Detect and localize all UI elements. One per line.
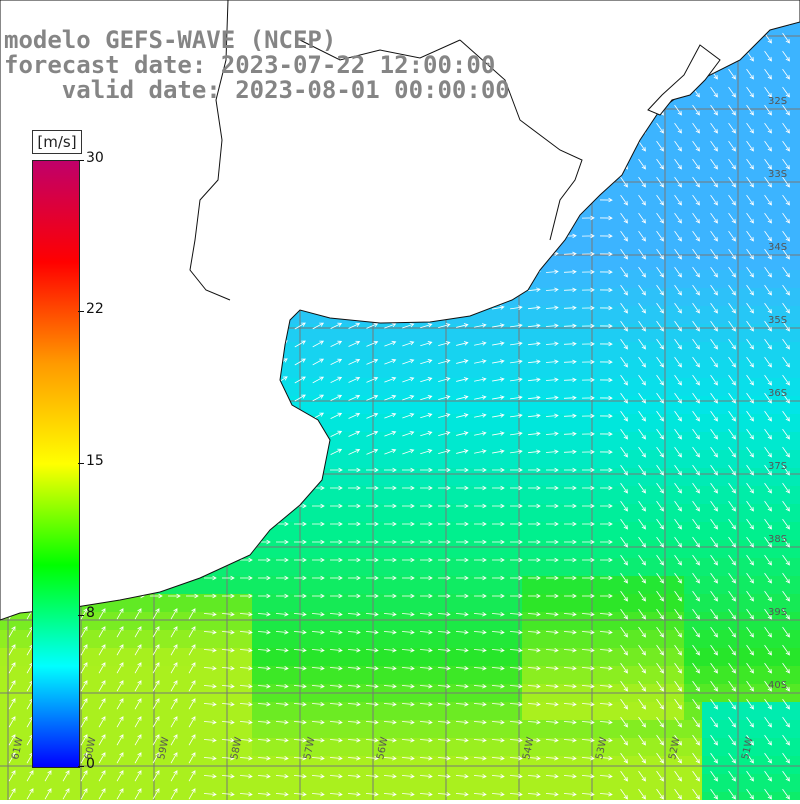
- colorbar-tick-0: 0: [86, 756, 95, 772]
- lon-label: 61W: [10, 736, 25, 761]
- lon-label: 58W: [229, 736, 244, 761]
- wind-speed-colorbar: [m/s] 30 22 15 8 0: [30, 128, 110, 778]
- colorbar-tick-8: 8: [86, 605, 95, 621]
- colorbar-tick-22: 22: [86, 301, 104, 317]
- lat-label: 39S: [768, 607, 787, 618]
- lon-label: 60W: [83, 736, 98, 761]
- axis-labels: 32S 33S 34S 35S 36S 37S 38S 39S 40S 61W 60W 59W 58W 5…: [10, 96, 787, 761]
- lon-label: 57W: [302, 736, 317, 761]
- land-mask: [0, 0, 800, 621]
- model-title: modelo GEFS-WAVE (NCEP): [4, 26, 337, 54]
- colorbar-gradient: [32, 160, 80, 768]
- colorbar-unit-label: [m/s]: [32, 130, 82, 154]
- lat-label: 32S: [768, 96, 787, 107]
- uruguay-border: [189, 0, 231, 301]
- lat-label: 35S: [768, 315, 787, 326]
- lat-label: 37S: [768, 461, 787, 472]
- lon-label: 54W: [521, 736, 536, 761]
- lat-label: 34S: [768, 242, 787, 253]
- colorbar-tick-30: 30: [86, 150, 104, 166]
- lon-label: 59W: [156, 736, 171, 761]
- forecast-date: forecast date: 2023-07-22 12:00:00: [4, 51, 496, 79]
- colorbar-tick-15: 15: [86, 453, 104, 469]
- lon-label: 51W: [740, 736, 755, 761]
- river-delta-coast: [459, 39, 583, 241]
- lat-label: 33S: [768, 169, 787, 180]
- lat-label: 40S: [768, 680, 787, 691]
- river-outline: [299, 39, 461, 61]
- valid-date: valid date: 2023-08-01 00:00:00: [4, 76, 510, 104]
- lon-label: 53W: [594, 736, 609, 761]
- lat-label: 36S: [768, 388, 787, 399]
- lon-label: 56W: [375, 736, 390, 761]
- map-title-block: modelo GEFS-WAVE (NCEP) forecast date: 2…: [4, 28, 510, 103]
- lat-label: 38S: [768, 534, 787, 545]
- lon-label: 52W: [667, 736, 682, 761]
- lagoon-outline: [647, 44, 721, 116]
